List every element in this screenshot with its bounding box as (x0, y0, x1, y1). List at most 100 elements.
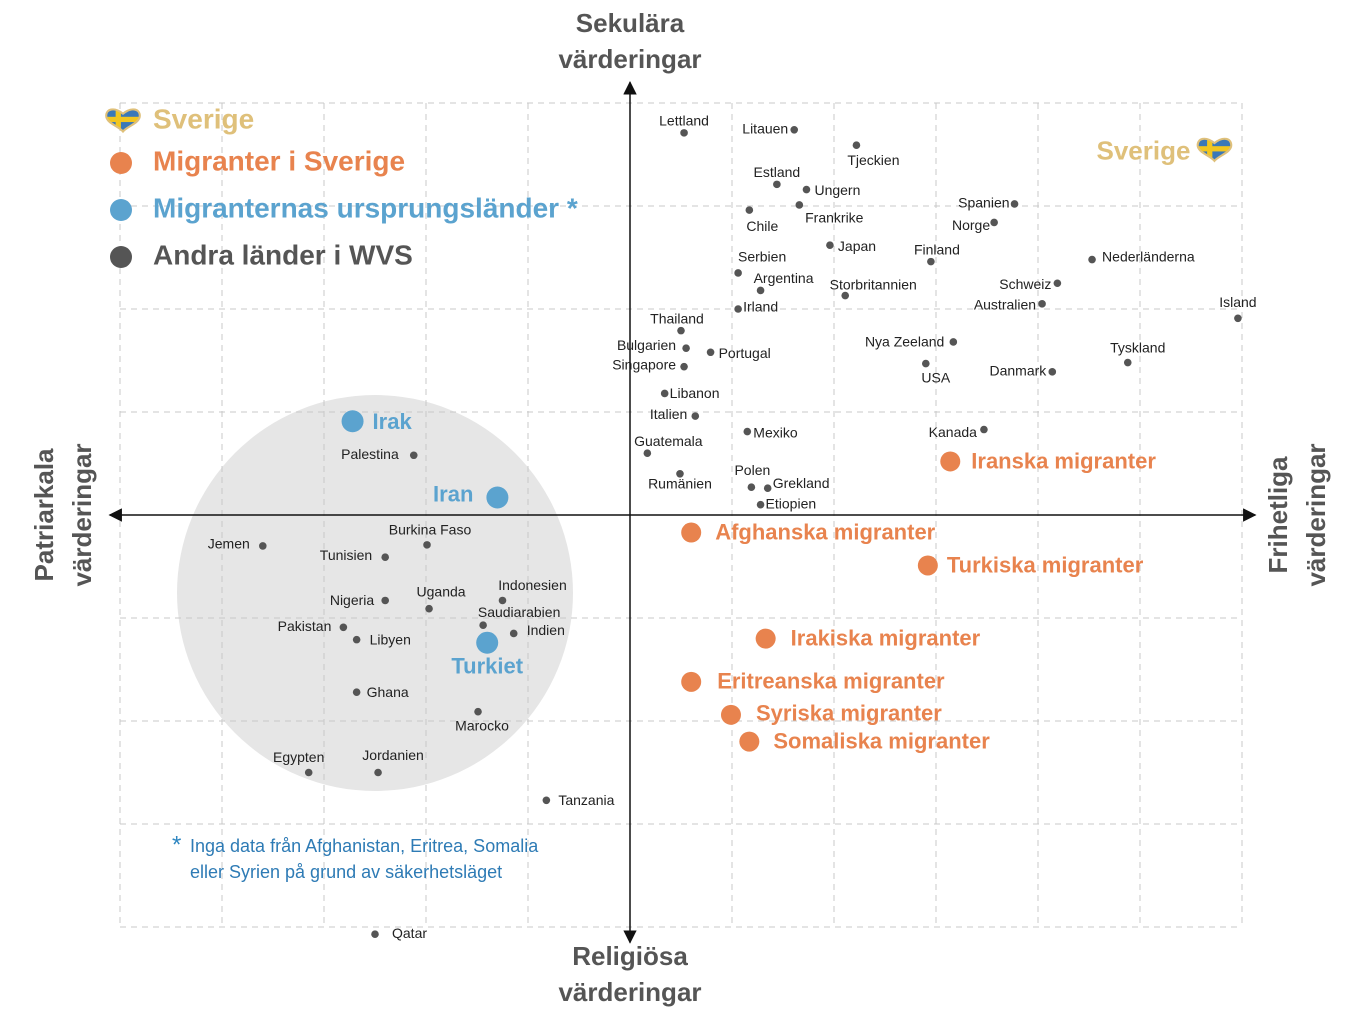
point-label: Danmark (989, 363, 1047, 379)
point (691, 412, 700, 420)
point (795, 201, 804, 209)
point (1088, 255, 1096, 264)
heart-outline (1196, 137, 1233, 163)
point (486, 486, 509, 509)
axis-label-left: värderingar (67, 443, 97, 586)
point (980, 425, 988, 434)
point (745, 206, 754, 214)
point (747, 483, 756, 491)
point-label: Irland (743, 299, 778, 315)
point (341, 410, 364, 433)
point-label: Mexiko (753, 424, 798, 440)
point-label: Libanon (670, 385, 720, 401)
point-label: Serbien (738, 249, 786, 265)
point (1038, 300, 1046, 308)
point-label: Litauen (742, 120, 788, 136)
point-label: Italien (650, 406, 687, 422)
point (371, 930, 379, 939)
point-label: Spanien (958, 195, 1009, 211)
point (922, 359, 930, 368)
point-label: Norge (952, 217, 990, 233)
point-label: Rumänien (648, 476, 712, 492)
point-label: USA (921, 369, 950, 385)
point-label: Bulgarien (617, 337, 676, 353)
note-line: eller Syrien på grund av säkerhetsläget (190, 862, 502, 882)
point-label: Kanada (929, 424, 977, 440)
point (676, 470, 684, 478)
note-line: Inga data från Afghanistan, Eritrea, Som… (190, 836, 539, 856)
point-label: Chile (746, 218, 778, 234)
point (940, 451, 961, 472)
point-label: Pakistan (278, 618, 332, 634)
point (739, 731, 760, 752)
point (339, 623, 348, 632)
point (734, 269, 742, 277)
point-label: Tanzania (558, 792, 614, 808)
point-label: Irakiska migranter (791, 625, 981, 650)
sweden-heart (1196, 137, 1233, 163)
point (304, 768, 313, 777)
point (677, 326, 685, 335)
point-label: Marocko (455, 717, 509, 733)
point-label: Afghanska migranter (715, 519, 935, 544)
point-label: Frankrike (805, 210, 864, 226)
point-label: Burkina Faso (389, 522, 472, 538)
point (409, 451, 418, 460)
point (763, 484, 772, 493)
point-label: Tjeckien (847, 152, 899, 168)
point-label: Somaliska migranter (773, 728, 990, 753)
point (352, 688, 361, 696)
point (706, 348, 715, 357)
point (681, 671, 702, 692)
point-label: Japan (838, 238, 876, 254)
point-label: Argentina (754, 270, 814, 286)
point (1234, 314, 1242, 323)
point (374, 768, 382, 777)
point-label: Grekland (773, 475, 830, 491)
point-label: Tunisien (320, 547, 372, 563)
point (381, 596, 390, 605)
heart-flag (1197, 138, 1232, 161)
point-label: Thailand (650, 310, 704, 326)
point-label: Nya Zeeland (865, 334, 944, 350)
point-label: Finland (914, 241, 960, 257)
point-label: Egypten (273, 749, 324, 765)
point-label: Etiopien (766, 495, 817, 511)
point-label: Tyskland (1110, 339, 1165, 355)
point-label: Schweiz (999, 276, 1051, 292)
axis-label-top: värderingar (558, 44, 701, 74)
point (259, 542, 267, 550)
point-label: Estland (754, 164, 801, 180)
legend-label: Sverige (153, 103, 254, 134)
axis-label-right: värderingar (1301, 443, 1331, 586)
legend-label: Migranter i Sverige (153, 145, 405, 176)
point (755, 628, 776, 649)
point-label: Nigeria (330, 592, 375, 608)
point (474, 707, 482, 716)
point-label: Saudiarabien (478, 604, 561, 620)
point-label: Irak (373, 409, 413, 434)
axis-label-bottom: värderingar (558, 977, 701, 1007)
point (680, 129, 688, 137)
point-label: Storbritannien (830, 276, 917, 292)
heart-outline (105, 108, 141, 134)
point-label: Portugal (719, 345, 771, 361)
point-label: Qatar (392, 925, 427, 941)
point (479, 621, 487, 630)
point (826, 241, 834, 249)
flag-cross-h (106, 116, 140, 123)
heart-flag (106, 109, 140, 132)
point-label: Iran (433, 481, 473, 506)
point (720, 704, 741, 725)
point-label: Island (1219, 294, 1256, 310)
axis-label-left: Patriarkala (29, 448, 59, 582)
point-label: Lettland (659, 113, 709, 129)
point-label: Palestina (341, 446, 399, 462)
point (476, 631, 499, 654)
point-label: Eritreanska migranter (717, 669, 945, 694)
point (734, 305, 742, 313)
point-label: Indien (527, 622, 565, 638)
point (643, 449, 652, 458)
point (1048, 368, 1057, 376)
